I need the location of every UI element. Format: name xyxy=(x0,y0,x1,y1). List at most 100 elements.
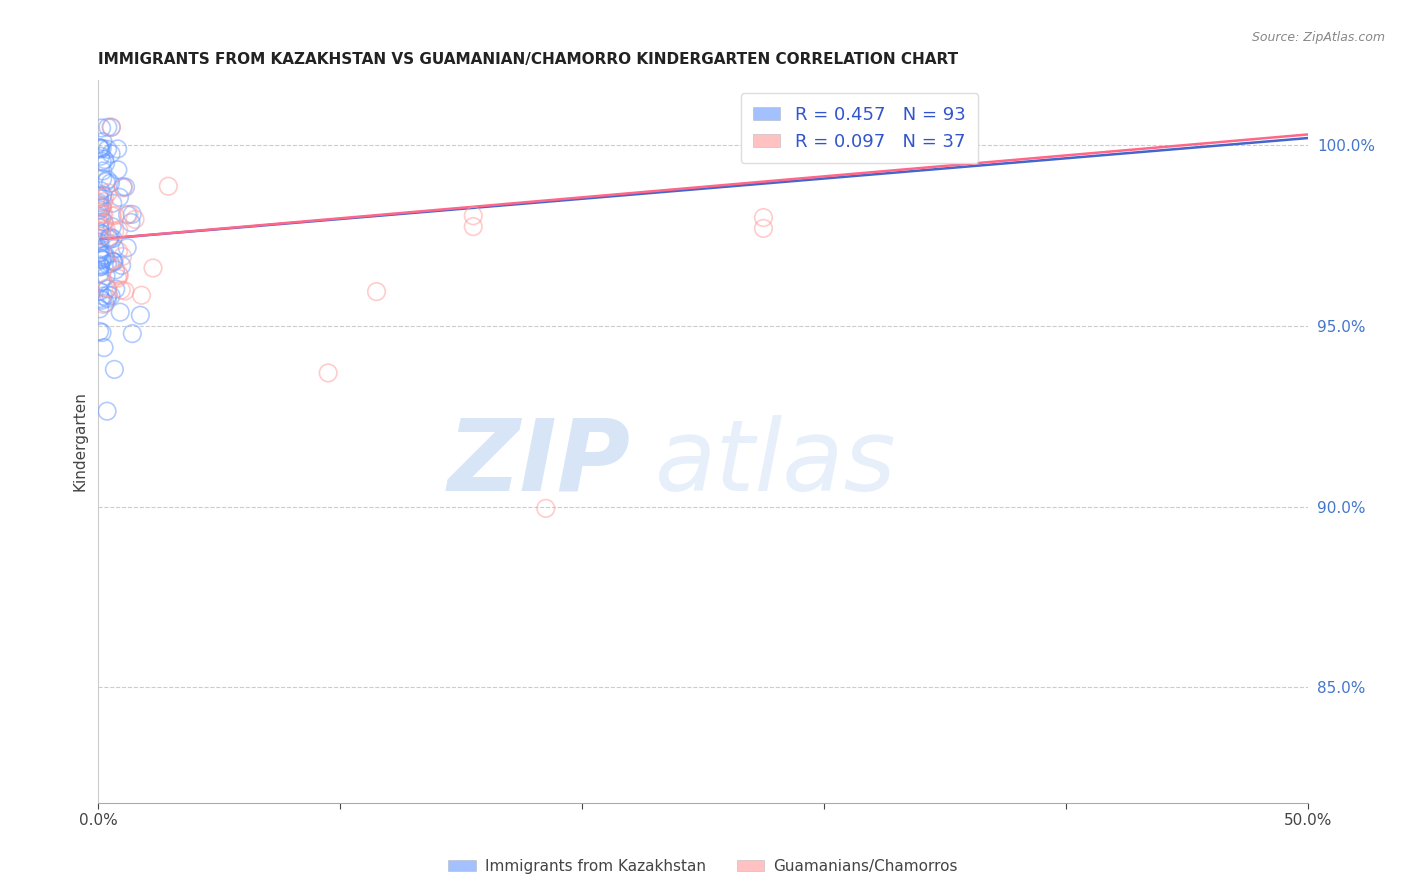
Point xyxy=(103,255,125,269)
Point xyxy=(108,305,131,319)
Point xyxy=(94,248,117,262)
Point xyxy=(90,275,112,289)
Point xyxy=(89,218,111,232)
Point xyxy=(117,208,139,222)
Point xyxy=(112,180,135,194)
Point xyxy=(534,501,557,516)
Point xyxy=(97,120,120,135)
Point xyxy=(108,190,131,204)
Y-axis label: Kindergarten: Kindergarten xyxy=(72,392,87,491)
Point xyxy=(366,285,388,299)
Point xyxy=(91,135,114,149)
Point xyxy=(90,199,112,213)
Point xyxy=(94,190,117,204)
Point xyxy=(91,252,114,267)
Text: ZIP: ZIP xyxy=(447,415,630,512)
Point xyxy=(101,219,124,234)
Point xyxy=(104,263,127,277)
Legend: Immigrants from Kazakhstan, Guamanians/Chamorros: Immigrants from Kazakhstan, Guamanians/C… xyxy=(443,853,963,880)
Point xyxy=(89,196,111,211)
Point xyxy=(89,285,111,299)
Point xyxy=(129,308,152,322)
Point xyxy=(752,221,775,235)
Point xyxy=(110,283,132,297)
Point xyxy=(90,142,112,156)
Point xyxy=(157,179,180,194)
Point xyxy=(111,250,134,264)
Point xyxy=(93,207,115,221)
Point xyxy=(97,142,120,156)
Point xyxy=(91,199,114,213)
Point xyxy=(90,211,112,226)
Point xyxy=(90,252,112,266)
Point xyxy=(89,203,111,218)
Point xyxy=(89,245,111,260)
Point xyxy=(101,196,124,211)
Point xyxy=(107,244,129,259)
Point xyxy=(89,210,111,224)
Point xyxy=(96,282,118,296)
Point xyxy=(463,219,485,234)
Point xyxy=(91,326,114,340)
Point xyxy=(131,288,153,302)
Point xyxy=(93,194,115,209)
Point xyxy=(89,220,111,235)
Point xyxy=(89,231,111,245)
Point xyxy=(97,186,120,200)
Point xyxy=(316,366,339,380)
Point xyxy=(91,164,114,178)
Point xyxy=(96,404,118,418)
Point xyxy=(89,325,111,339)
Point xyxy=(89,192,111,206)
Point xyxy=(90,149,112,163)
Point xyxy=(91,188,114,202)
Point xyxy=(96,257,118,271)
Point xyxy=(89,251,111,265)
Point xyxy=(90,227,112,241)
Point xyxy=(120,215,142,229)
Point xyxy=(90,120,112,135)
Point xyxy=(100,289,122,303)
Point xyxy=(100,120,122,135)
Point xyxy=(104,282,127,296)
Point xyxy=(91,297,114,311)
Point xyxy=(89,235,111,250)
Point xyxy=(91,289,114,303)
Point xyxy=(101,231,124,245)
Point xyxy=(89,245,111,260)
Point xyxy=(93,248,115,262)
Point xyxy=(91,201,114,215)
Point xyxy=(100,176,122,190)
Point xyxy=(89,267,111,281)
Text: Source: ZipAtlas.com: Source: ZipAtlas.com xyxy=(1251,31,1385,45)
Point xyxy=(114,180,136,194)
Point xyxy=(89,229,111,244)
Point xyxy=(93,153,115,167)
Point xyxy=(108,268,131,283)
Point xyxy=(100,120,122,135)
Point xyxy=(101,209,124,223)
Point xyxy=(115,241,138,255)
Point xyxy=(98,233,121,247)
Point xyxy=(107,271,129,285)
Point xyxy=(91,207,114,221)
Point xyxy=(121,207,143,221)
Point xyxy=(104,224,127,238)
Point xyxy=(96,172,118,186)
Point xyxy=(112,181,135,195)
Point xyxy=(91,172,114,186)
Point xyxy=(104,241,127,255)
Point xyxy=(90,292,112,306)
Point xyxy=(91,141,114,155)
Point xyxy=(94,251,117,265)
Point xyxy=(89,202,111,217)
Point xyxy=(752,211,775,225)
Point xyxy=(94,156,117,170)
Text: IMMIGRANTS FROM KAZAKHSTAN VS GUAMANIAN/CHAMORRO KINDERGARTEN CORRELATION CHART: IMMIGRANTS FROM KAZAKHSTAN VS GUAMANIAN/… xyxy=(98,52,959,67)
Point xyxy=(108,267,131,281)
Point xyxy=(89,198,111,212)
Point xyxy=(93,341,115,355)
Point xyxy=(98,230,121,244)
Point xyxy=(103,254,125,268)
Point xyxy=(90,293,112,308)
